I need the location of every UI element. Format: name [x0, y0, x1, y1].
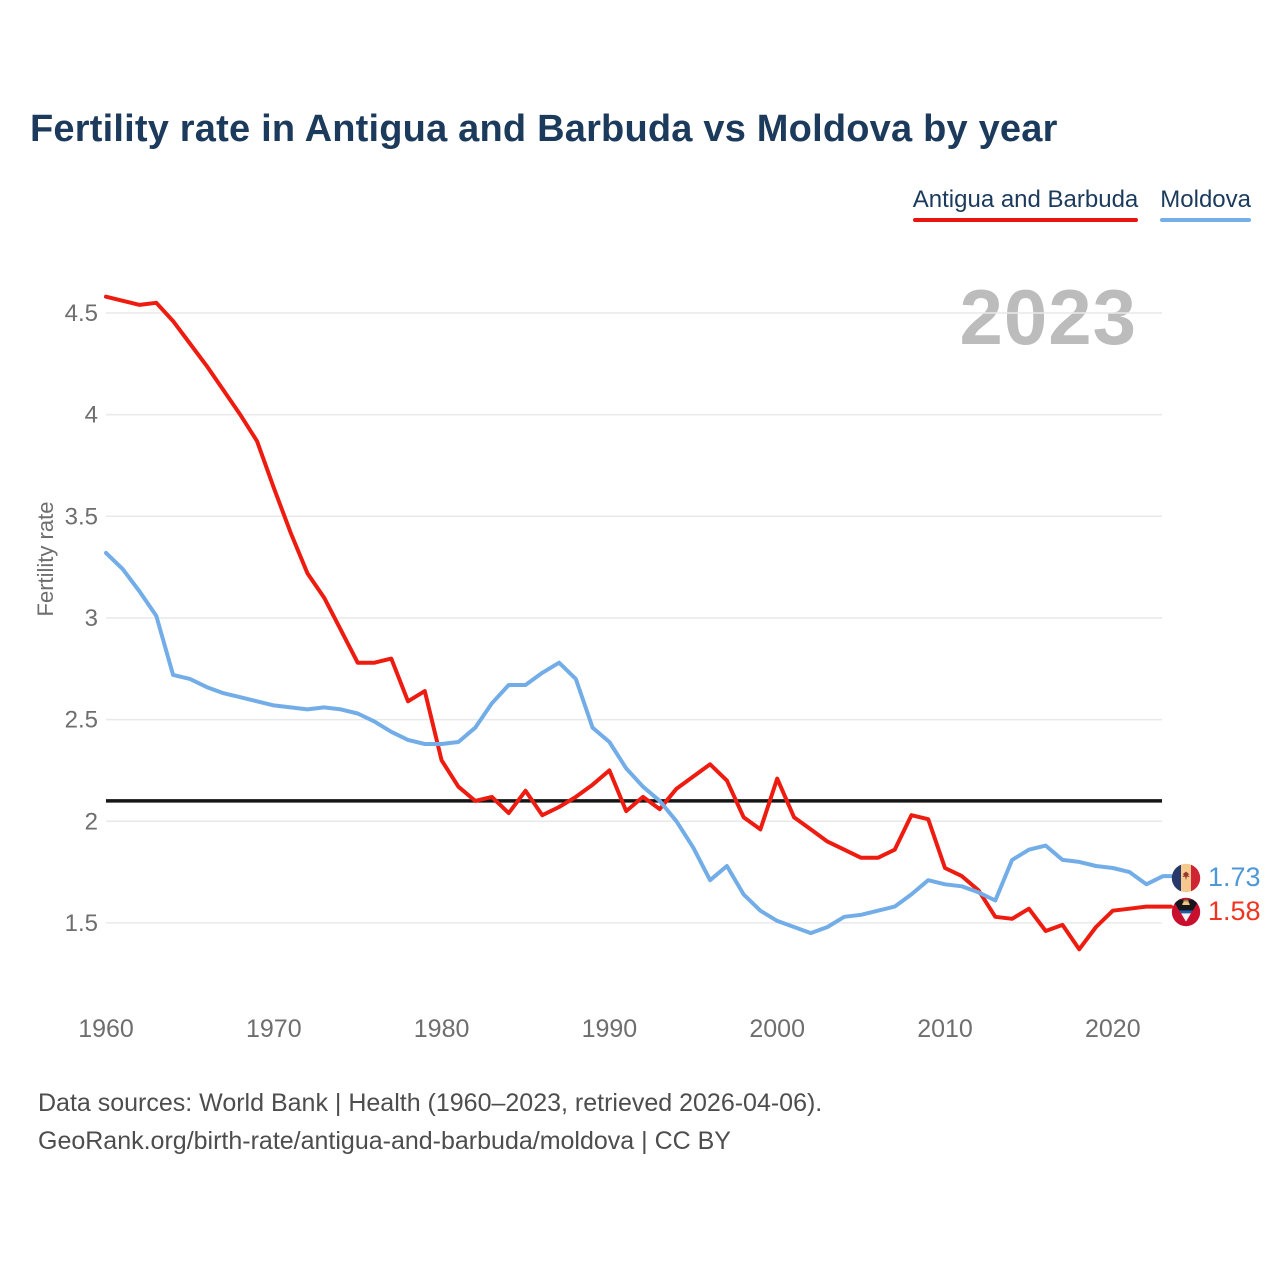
- legend: Antigua and Barbuda Moldova: [912, 186, 1251, 222]
- y-tick-label: 2: [85, 808, 98, 835]
- moldova-end-value: 1.73: [1208, 862, 1261, 892]
- y-tick-label: 4: [85, 402, 98, 429]
- y-tick-label: 4.5: [65, 300, 98, 327]
- antigua-and-barbuda-flag-icon: [1171, 897, 1201, 926]
- x-tick-label: 2020: [1085, 1015, 1141, 1043]
- antigua-end-value: 1.58: [1208, 896, 1261, 926]
- page-title: Fertility rate in Antigua and Barbuda vs…: [30, 108, 1058, 150]
- y-axis-title: Fertility rate: [33, 501, 58, 617]
- legend-item-antigua-and-barbuda[interactable]: Antigua and Barbuda: [912, 186, 1139, 222]
- line-moldova: [104, 550, 1173, 936]
- year-watermark: 2023: [959, 273, 1137, 361]
- y-tick-label: 1.5: [65, 910, 98, 937]
- footer: Data sources: World Bank | Health (1960–…: [38, 1084, 822, 1160]
- legend-label: Antigua and Barbuda: [912, 186, 1139, 213]
- legend-label: Moldova: [1160, 186, 1251, 213]
- y-tick-label: 3.5: [65, 503, 98, 530]
- x-tick-label: 1960: [78, 1015, 134, 1043]
- x-tick-label: 2000: [749, 1015, 805, 1043]
- x-tick-label: 2010: [917, 1015, 973, 1043]
- footer-url-line: GeoRank.org/birth-rate/antigua-and-barbu…: [38, 1127, 731, 1155]
- moldova-flag-icon: [1171, 863, 1201, 892]
- antigua-end-label: 1.58: [1171, 896, 1261, 927]
- line-antigua-and-barbuda: [104, 294, 1173, 952]
- y-tick-label: 2.5: [65, 707, 98, 734]
- x-tick-label: 1980: [414, 1015, 470, 1043]
- x-tick-label: 1970: [246, 1015, 302, 1043]
- footer-sources-line: Data sources: World Bank | Health (1960–…: [38, 1089, 823, 1117]
- x-tick-label: 1990: [582, 1015, 638, 1043]
- y-tick-label: 3: [85, 605, 98, 632]
- legend-underline: [912, 218, 1139, 222]
- moldova-end-label: 1.73: [1171, 862, 1261, 893]
- legend-item-moldova[interactable]: Moldova: [1160, 186, 1251, 222]
- legend-underline: [1160, 218, 1251, 222]
